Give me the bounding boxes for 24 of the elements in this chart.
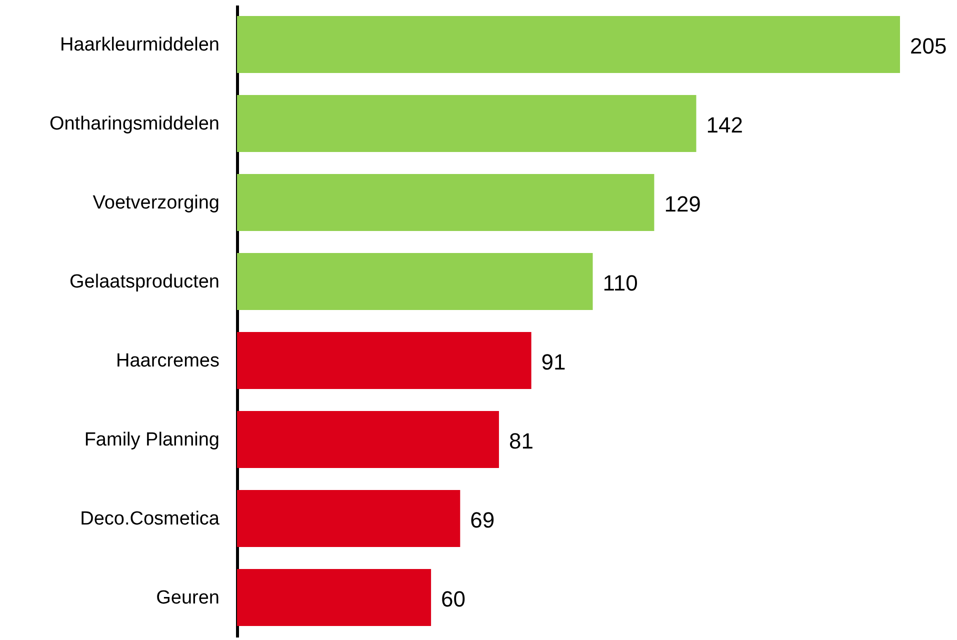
data-label: 60 [441, 586, 466, 612]
bar [237, 411, 499, 468]
y-tick-label: Geuren [156, 588, 220, 608]
y-tick-label: Ontharingsmiddelen [49, 114, 220, 134]
y-tick-label: Family Planning [84, 430, 220, 450]
bar [237, 332, 532, 389]
y-tick-label: Voetverzorging [92, 192, 220, 214]
data-label: 110 [602, 270, 638, 296]
bar [237, 95, 696, 152]
data-label: 142 [706, 112, 743, 138]
data-label: 91 [541, 350, 566, 374]
data-label: 205 [910, 34, 947, 58]
y-tick-label: Haarkleurmiddelen [60, 34, 220, 56]
data-label: 81 [508, 428, 534, 454]
bar [237, 174, 654, 231]
bar [237, 16, 900, 73]
data-label: 129 [664, 192, 701, 216]
bar [237, 569, 432, 626]
y-tick-label: Haarcremes [116, 350, 220, 372]
y-tick-label: Deco.Cosmetica [80, 508, 220, 530]
bar [237, 490, 460, 547]
data-label: 69 [470, 508, 495, 532]
bar [237, 253, 593, 310]
y-tick-label: Gelaatsproducten [70, 272, 220, 292]
